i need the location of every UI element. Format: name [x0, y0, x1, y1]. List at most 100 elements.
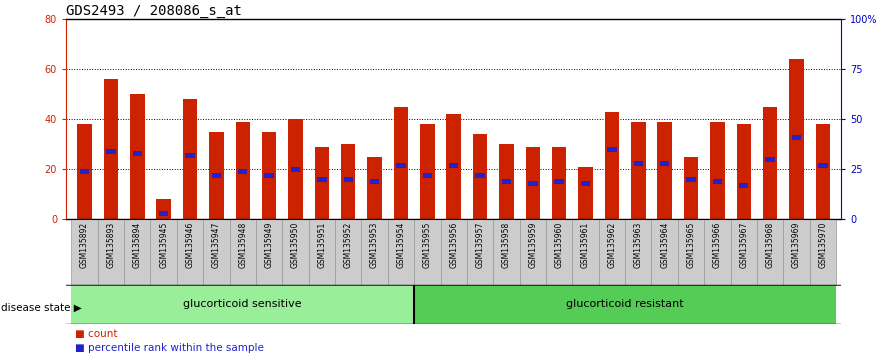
Bar — [710, 122, 725, 219]
Bar — [792, 135, 801, 140]
Bar — [500, 144, 514, 219]
Text: GSM135965: GSM135965 — [686, 222, 695, 268]
Bar — [264, 173, 274, 178]
Text: GSM135970: GSM135970 — [818, 222, 827, 268]
Text: glucorticoid sensitive: glucorticoid sensitive — [183, 299, 302, 309]
Bar — [810, 219, 836, 285]
Bar — [704, 219, 730, 285]
Bar — [573, 219, 599, 285]
Bar — [396, 163, 405, 168]
Bar — [730, 219, 757, 285]
Text: GSM135967: GSM135967 — [739, 222, 748, 268]
Text: GSM135894: GSM135894 — [133, 222, 142, 268]
Text: GDS2493 / 208086_s_at: GDS2493 / 208086_s_at — [66, 5, 242, 18]
Text: GSM135892: GSM135892 — [80, 222, 89, 268]
Bar — [520, 219, 546, 285]
Text: GSM135893: GSM135893 — [107, 222, 115, 268]
Bar — [420, 125, 434, 219]
Bar — [394, 107, 408, 219]
Bar — [449, 163, 458, 168]
Bar — [291, 167, 300, 172]
Bar — [686, 177, 696, 182]
Bar — [473, 135, 487, 219]
Bar — [80, 169, 89, 174]
Text: GSM135945: GSM135945 — [159, 222, 168, 268]
Bar — [182, 99, 197, 219]
Bar — [288, 120, 303, 219]
Bar — [370, 179, 380, 184]
Bar — [554, 179, 564, 184]
Bar — [262, 132, 277, 219]
Text: GSM135962: GSM135962 — [607, 222, 617, 268]
Bar — [341, 144, 356, 219]
Text: ■ percentile rank within the sample: ■ percentile rank within the sample — [75, 343, 263, 353]
Bar — [132, 151, 142, 156]
Bar — [789, 59, 803, 219]
Bar — [763, 107, 777, 219]
Text: GSM135950: GSM135950 — [291, 222, 300, 268]
Text: GSM135956: GSM135956 — [449, 222, 458, 268]
Bar — [423, 173, 432, 178]
Bar — [631, 122, 646, 219]
Bar — [361, 219, 388, 285]
Bar — [502, 179, 511, 184]
Bar — [713, 179, 722, 184]
Bar — [71, 285, 414, 324]
Bar — [78, 125, 92, 219]
Bar — [816, 125, 830, 219]
Text: GSM135955: GSM135955 — [423, 222, 432, 268]
Bar — [651, 219, 677, 285]
Bar — [209, 132, 224, 219]
Text: GSM135959: GSM135959 — [529, 222, 537, 268]
Text: GSM135948: GSM135948 — [238, 222, 248, 268]
Text: GSM135960: GSM135960 — [555, 222, 564, 268]
Bar — [626, 219, 651, 285]
Bar — [783, 219, 810, 285]
Bar — [757, 219, 783, 285]
Bar — [315, 147, 329, 219]
Bar — [684, 157, 699, 219]
Bar — [107, 149, 115, 154]
Bar — [818, 163, 827, 168]
Bar — [546, 219, 573, 285]
Bar — [317, 177, 327, 182]
Bar — [256, 219, 282, 285]
Text: GSM135954: GSM135954 — [396, 222, 405, 268]
Bar — [151, 219, 177, 285]
Bar — [124, 219, 151, 285]
Bar — [282, 219, 308, 285]
Text: GSM135946: GSM135946 — [186, 222, 195, 268]
Bar — [657, 122, 672, 219]
Bar — [766, 157, 775, 162]
Bar — [71, 219, 98, 285]
Bar — [677, 219, 704, 285]
Bar — [367, 157, 381, 219]
Bar — [440, 219, 467, 285]
Bar — [230, 219, 256, 285]
Bar — [157, 199, 171, 219]
Bar — [476, 173, 485, 178]
Bar — [335, 219, 361, 285]
Bar — [581, 181, 590, 186]
Bar — [633, 161, 643, 166]
Bar — [177, 219, 204, 285]
Bar — [235, 122, 250, 219]
Text: GSM135952: GSM135952 — [344, 222, 352, 268]
Bar — [578, 167, 593, 219]
Text: GSM135966: GSM135966 — [713, 222, 722, 268]
Bar — [414, 285, 836, 324]
Bar — [599, 219, 626, 285]
Bar — [211, 173, 221, 178]
Bar — [526, 147, 540, 219]
Text: GSM135949: GSM135949 — [264, 222, 274, 268]
Bar — [98, 219, 124, 285]
Bar — [467, 219, 493, 285]
Bar — [238, 169, 248, 174]
Bar — [447, 114, 461, 219]
Bar — [308, 219, 335, 285]
Bar — [660, 161, 670, 166]
Bar — [552, 147, 566, 219]
Text: GSM135953: GSM135953 — [370, 222, 379, 268]
Text: GSM135951: GSM135951 — [317, 222, 326, 268]
Bar — [739, 183, 749, 188]
